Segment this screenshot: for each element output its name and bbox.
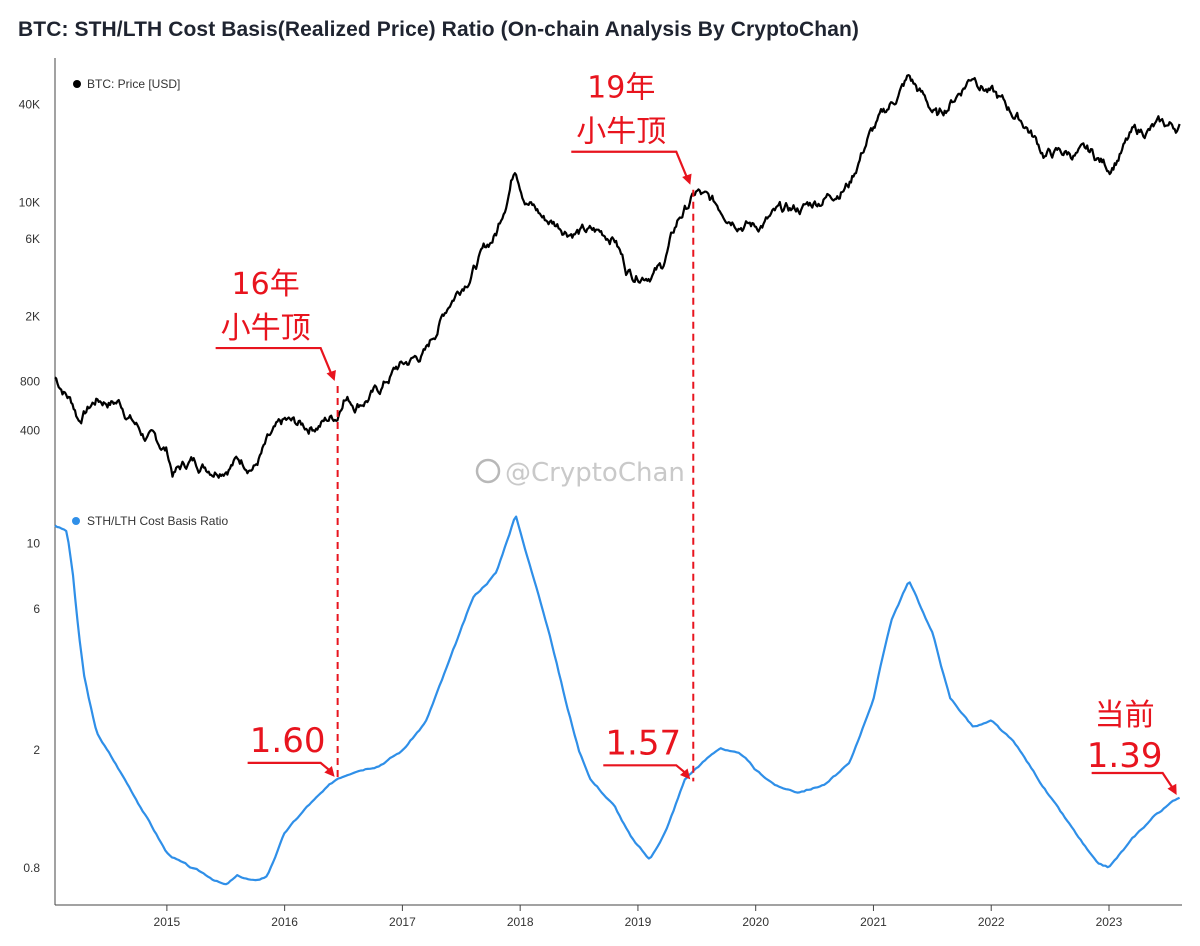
y-tick-label: 400 — [20, 424, 40, 438]
current-arrow — [1091, 771, 1177, 795]
y-tick-label: 6K — [25, 232, 40, 246]
ratio-value-label: 1.57 — [605, 723, 681, 763]
x-tick-label: 2015 — [154, 915, 181, 929]
price-legend-label: BTC: Price [USD] — [87, 77, 180, 91]
y-tick-label: 800 — [20, 374, 40, 388]
ratio-arrow — [247, 761, 335, 777]
peak-arrow — [215, 346, 336, 382]
y-tick-label: 10K — [19, 196, 40, 210]
x-tick-label: 2023 — [1096, 915, 1123, 929]
chart-title: BTC: STH/LTH Cost Basis(Realized Price) … — [18, 18, 860, 41]
price-series-line — [54, 74, 1181, 479]
x-axis-ticks: 2015 2016 2017 2018 2019 2020 2021 2022 2023 — [154, 905, 1123, 929]
x-tick-label: 2018 — [507, 915, 534, 929]
price-legend-dot — [73, 80, 81, 88]
x-tick-label: 2022 — [978, 915, 1005, 929]
x-tick-label: 2021 — [860, 915, 887, 929]
current-label: 当前 — [1095, 698, 1155, 733]
peak-year-label: 19年 — [587, 71, 655, 106]
ratio-y-ticks: 10 6 2 0.8 — [23, 536, 40, 875]
x-tick-label: 2016 — [271, 915, 298, 929]
peak-year-label: 16年 — [232, 267, 300, 302]
price-legend: BTC: Price [USD] — [73, 77, 180, 91]
x-tick-label: 2019 — [625, 915, 652, 929]
y-tick-label: 10 — [27, 536, 41, 550]
ratio-series-line — [54, 515, 1181, 886]
y-tick-label: 6 — [33, 602, 40, 616]
price-y-ticks: 40K 10K 6K 2K 800 400 — [19, 98, 41, 438]
ratio-arrow — [603, 764, 691, 780]
watermark: @CryptoChan — [475, 458, 685, 488]
watermark-text: @CryptoChan — [505, 458, 685, 488]
peak-name-label: 小牛顶 — [221, 311, 311, 346]
x-tick-label: 2017 — [389, 915, 416, 929]
peak-name-label: 小牛顶 — [576, 115, 666, 150]
current-value-label: 1.39 — [1087, 736, 1163, 776]
x-tick-label: 2020 — [742, 915, 769, 929]
y-tick-label: 40K — [19, 98, 40, 112]
y-tick-label: 2 — [33, 743, 40, 757]
ratio-value-label: 1.60 — [250, 721, 326, 761]
ratio-legend-label: STH/LTH Cost Basis Ratio — [87, 514, 228, 528]
weibo-icon — [475, 458, 501, 484]
ratio-legend-dot — [72, 517, 80, 525]
ratio-legend: STH/LTH Cost Basis Ratio — [72, 514, 228, 528]
y-tick-label: 2K — [25, 310, 40, 324]
peak-arrow — [571, 150, 692, 185]
y-tick-label: 0.8 — [23, 861, 40, 875]
